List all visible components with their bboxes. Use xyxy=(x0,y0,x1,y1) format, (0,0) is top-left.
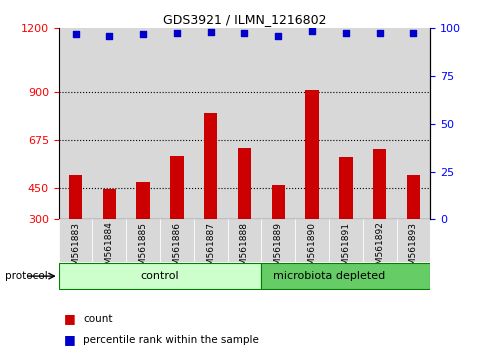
Point xyxy=(139,31,147,37)
Point xyxy=(375,30,383,36)
Text: GSM561886: GSM561886 xyxy=(172,222,181,276)
FancyBboxPatch shape xyxy=(362,219,396,262)
Text: GSM561887: GSM561887 xyxy=(206,222,215,276)
Text: GSM561893: GSM561893 xyxy=(408,222,417,276)
Bar xyxy=(170,156,183,219)
Text: GSM561885: GSM561885 xyxy=(139,222,147,276)
FancyBboxPatch shape xyxy=(92,219,126,262)
Point xyxy=(72,31,80,37)
Point xyxy=(240,30,248,36)
Bar xyxy=(261,263,429,289)
Point xyxy=(341,30,349,36)
Text: GSM561889: GSM561889 xyxy=(273,222,282,276)
Text: count: count xyxy=(83,314,112,324)
Bar xyxy=(59,28,92,219)
Bar xyxy=(193,28,227,219)
Bar xyxy=(237,148,251,219)
Bar xyxy=(92,28,126,219)
Text: ■: ■ xyxy=(63,333,75,346)
Text: percentile rank within the sample: percentile rank within the sample xyxy=(83,335,259,345)
FancyBboxPatch shape xyxy=(59,219,92,262)
Bar xyxy=(160,28,193,219)
FancyBboxPatch shape xyxy=(261,219,295,262)
Text: microbiota depleted: microbiota depleted xyxy=(272,271,385,281)
FancyBboxPatch shape xyxy=(227,219,261,262)
FancyBboxPatch shape xyxy=(160,219,193,262)
FancyBboxPatch shape xyxy=(126,219,160,262)
Text: protocol: protocol xyxy=(5,271,47,281)
Point xyxy=(307,28,315,34)
Point xyxy=(206,29,214,35)
FancyBboxPatch shape xyxy=(328,219,362,262)
Text: GSM561892: GSM561892 xyxy=(374,222,384,276)
Title: GDS3921 / ILMN_1216802: GDS3921 / ILMN_1216802 xyxy=(163,13,325,26)
Bar xyxy=(362,28,396,219)
Bar xyxy=(227,28,261,219)
Bar xyxy=(271,185,285,219)
Text: GSM561884: GSM561884 xyxy=(104,222,114,276)
Bar xyxy=(203,113,217,219)
FancyBboxPatch shape xyxy=(193,219,227,262)
Text: GSM561883: GSM561883 xyxy=(71,222,80,276)
Text: ■: ■ xyxy=(63,312,75,325)
Point xyxy=(408,30,416,36)
Bar xyxy=(305,90,318,219)
Bar xyxy=(396,28,429,219)
Bar xyxy=(261,28,295,219)
FancyBboxPatch shape xyxy=(396,219,429,262)
Point xyxy=(173,30,181,36)
Point xyxy=(274,33,282,39)
Bar xyxy=(102,189,116,219)
Point xyxy=(105,33,113,39)
Bar xyxy=(136,182,150,219)
Bar xyxy=(59,263,261,289)
Bar xyxy=(69,175,82,219)
Text: GSM561888: GSM561888 xyxy=(240,222,248,276)
Bar xyxy=(372,149,386,219)
Bar xyxy=(328,28,362,219)
FancyBboxPatch shape xyxy=(295,219,328,262)
Bar xyxy=(406,175,419,219)
Text: GSM561891: GSM561891 xyxy=(341,222,349,276)
Text: control: control xyxy=(141,271,179,281)
Bar xyxy=(295,28,328,219)
Bar xyxy=(126,28,160,219)
Bar xyxy=(338,157,352,219)
Text: GSM561890: GSM561890 xyxy=(307,222,316,276)
